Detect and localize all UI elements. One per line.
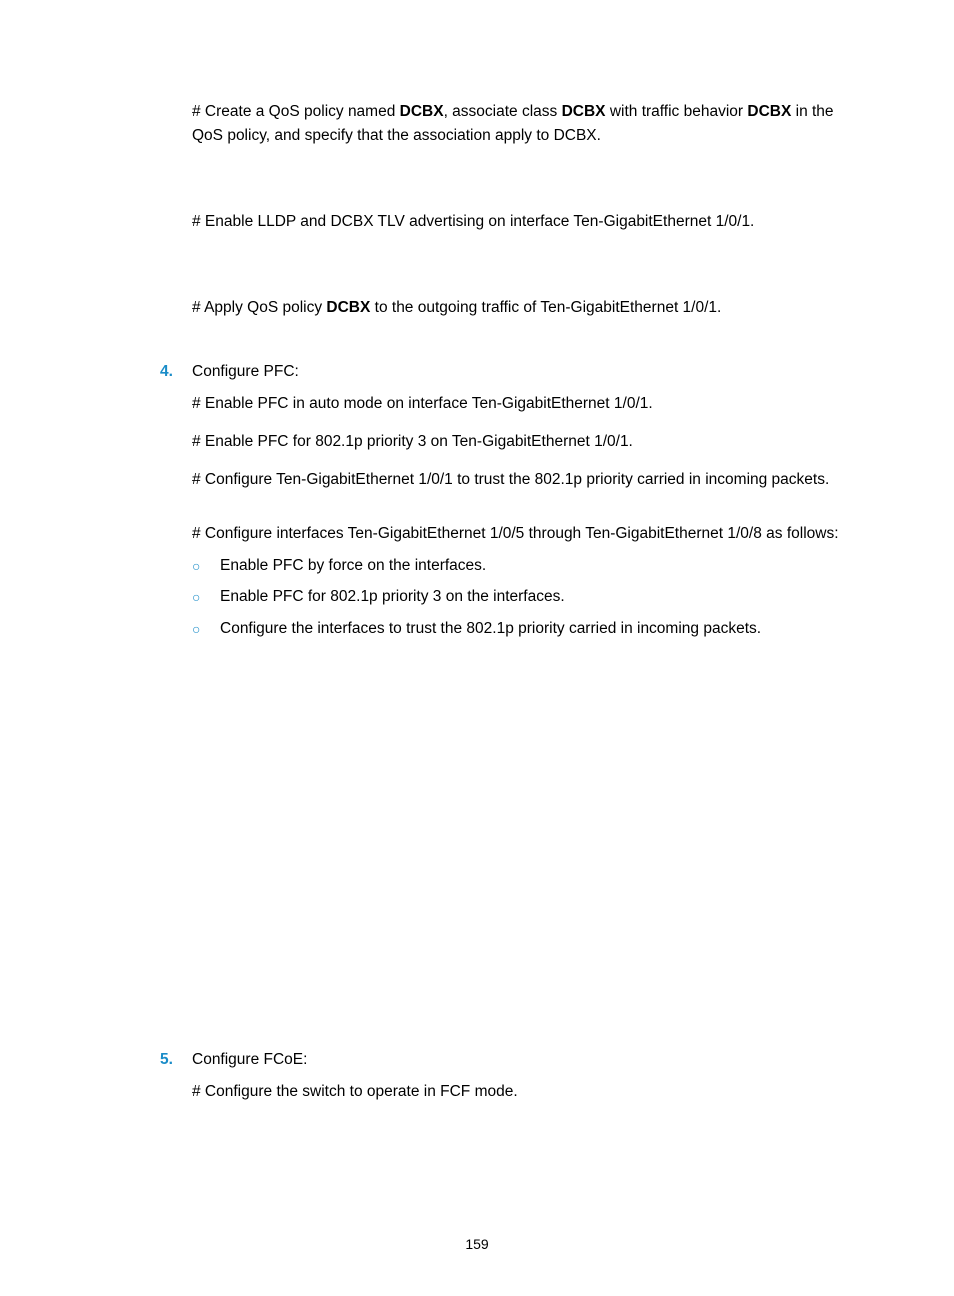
bold-dcbx-1: DCBX	[400, 103, 444, 120]
paragraph-fcf-mode: # Configure the switch to operate in FCF…	[192, 1080, 854, 1104]
text-line: # Configure the switch to operate in FCF…	[192, 1083, 518, 1100]
spacer	[100, 256, 854, 296]
text-fragment: , associate class	[444, 103, 562, 120]
text-fragment: to the outgoing traffic of Ten-GigabitEt…	[370, 299, 721, 316]
step-number-5: 5.	[160, 1048, 192, 1072]
step-5-heading: 5. Configure FCoE:	[160, 1048, 854, 1072]
bullet-glyph: ○	[192, 617, 220, 642]
step-title-5: Configure FCoE:	[192, 1048, 854, 1072]
spacer	[100, 648, 854, 968]
page-number: 159	[0, 1234, 954, 1256]
text-line: # Configure Ten-GigabitEthernet 1/0/1 to…	[192, 471, 829, 488]
text-line: # Enable PFC for 802.1p priority 3 on Te…	[192, 433, 633, 450]
spacer	[100, 170, 854, 210]
spacer	[100, 968, 854, 1048]
paragraph-pfc-priority: # Enable PFC for 802.1p priority 3 on Te…	[192, 430, 854, 454]
bullet-item-3: ○ Configure the interfaces to trust the …	[192, 617, 854, 642]
step-4-heading: 4. Configure PFC:	[160, 360, 854, 384]
paragraph-qos-policy: # Create a QoS policy named DCBX, associ…	[192, 100, 854, 148]
bullet-glyph: ○	[192, 554, 220, 579]
text-fragment: # Apply QoS policy	[192, 299, 326, 316]
paragraph-apply-qos: # Apply QoS policy DCBX to the outgoing …	[192, 296, 854, 320]
bullet-item-2: ○ Enable PFC for 802.1p priority 3 on th…	[192, 585, 854, 610]
paragraph-lldp: # Enable LLDP and DCBX TLV advertising o…	[192, 210, 854, 234]
bullet-text-3: Configure the interfaces to trust the 80…	[220, 617, 854, 642]
text-line: # Configure interfaces Ten-GigabitEthern…	[192, 525, 839, 542]
text-fragment: with traffic behavior	[606, 103, 748, 120]
step-number-4: 4.	[160, 360, 192, 384]
text-line: # Enable PFC in auto mode on interface T…	[192, 395, 653, 412]
paragraph-configure-range: # Configure interfaces Ten-GigabitEthern…	[192, 522, 854, 546]
step-title-4: Configure PFC:	[192, 360, 854, 384]
bullet-text-2: Enable PFC for 802.1p priority 3 on the …	[220, 585, 854, 610]
bold-dcbx-2: DCBX	[562, 103, 606, 120]
paragraph-trust-8021p: # Configure Ten-GigabitEthernet 1/0/1 to…	[192, 468, 854, 492]
text-line: # Enable LLDP and DCBX TLV advertising o…	[192, 213, 754, 230]
text-fragment: # Create a QoS policy named	[192, 103, 400, 120]
bold-dcbx-3: DCBX	[747, 103, 791, 120]
spacer	[100, 342, 854, 360]
bold-dcbx-4: DCBX	[326, 299, 370, 316]
bullet-glyph: ○	[192, 585, 220, 610]
bullet-item-1: ○ Enable PFC by force on the interfaces.	[192, 554, 854, 579]
paragraph-pfc-auto: # Enable PFC in auto mode on interface T…	[192, 392, 854, 416]
bullet-text-1: Enable PFC by force on the interfaces.	[220, 554, 854, 579]
